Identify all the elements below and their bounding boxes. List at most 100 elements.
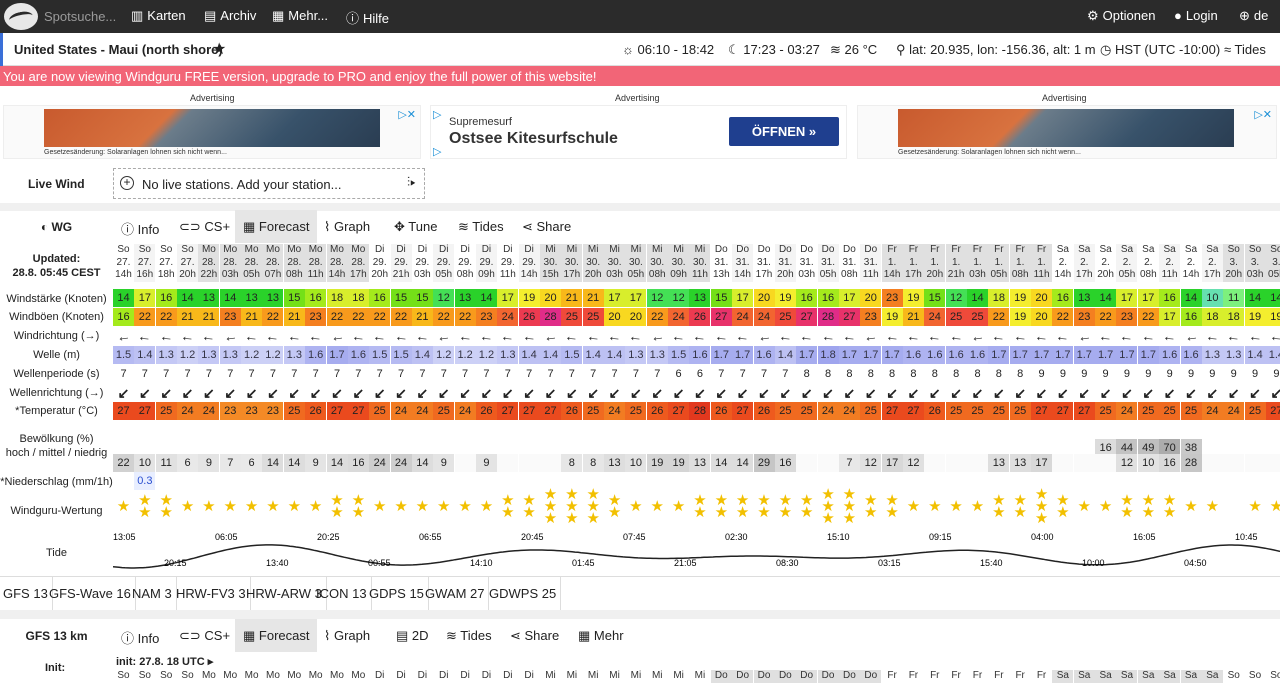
model-tab[interactable]: GWAM 27 (422, 577, 490, 611)
ad-open-button[interactable]: ÖFFNEN » (729, 117, 839, 146)
wave-direction-arrow-icon: ↙ (971, 385, 984, 401)
cloud-high-cell (198, 421, 220, 439)
model-tab[interactable]: GDWPS 25 (486, 577, 562, 611)
column-header: Fr 1. 14h (881, 244, 903, 282)
tab-tides[interactable]: ≋ Tides (450, 210, 512, 243)
ad-image (44, 109, 380, 147)
rain-cell: 0.3 (134, 472, 156, 490)
tab-cs-plus[interactable]: ⊂⊃ CS+ (171, 210, 238, 243)
row-label-temperature: *Temperatur (°C) (15, 405, 98, 417)
tab-forecast[interactable]: ▦ Forecast (235, 210, 318, 243)
nav-help[interactable]: ⓘ Hilfe (346, 8, 389, 27)
timezone[interactable]: ◷ HST (UTC -10:00) (1100, 42, 1220, 58)
wind-direction-arrow-icon: ← (969, 327, 986, 345)
tab-cs-label: CS+ (204, 628, 231, 643)
wind-direction-arrow-icon: ← (1076, 327, 1093, 345)
model-tab[interactable]: GFS 13 (0, 577, 53, 611)
init-column-header: Mi (561, 670, 583, 683)
gust-cell: 23 (1116, 308, 1138, 326)
cloud-mid-cell: 38 (1180, 439, 1202, 457)
model-tab[interactable]: HRW-ARW 3 (243, 577, 327, 611)
rain-cell (796, 472, 818, 490)
advertisement[interactable]: Supremesurf Ostsee Kitesurfschule ÖFFNEN… (430, 105, 847, 159)
rain-cell (732, 472, 754, 490)
gust-cell: 22 (1137, 308, 1159, 326)
wind-cell: 15 (924, 289, 946, 307)
header-date: 30. (692, 256, 707, 268)
tab-info[interactable]: ⓘ Info (113, 619, 167, 652)
favorite-star-icon[interactable]: ★ (212, 41, 227, 58)
nav-login[interactable]: ● Login (1174, 8, 1218, 23)
tab-tune[interactable]: ✥ Tune (386, 210, 445, 243)
cloud-low-cell: 12 (1116, 454, 1138, 472)
gust-cell: 22 (433, 308, 455, 326)
tab-forecast[interactable]: ▦ Forecast (235, 619, 318, 652)
advertisement[interactable]: Gesetzesänderung: Solaranlagen lohnen si… (857, 105, 1277, 159)
temperature-cell: 24 (390, 402, 412, 420)
header-date: 31. (863, 256, 878, 268)
gust-cell: 19 (1244, 308, 1266, 326)
nav-language[interactable]: ⊕ de (1239, 8, 1268, 24)
rain-cell (668, 472, 690, 490)
tab-2d[interactable]: ▤ 2D (388, 619, 437, 652)
nav-maps[interactable]: ▥ Karten (131, 8, 186, 24)
rain-cell (411, 472, 433, 490)
rain-cell (604, 472, 626, 490)
rating-stars: ★ ★ (138, 492, 152, 521)
period-cell: 7 (184, 368, 191, 380)
water-temp-value: 26 °C (844, 42, 878, 57)
gust-cell: 21 (411, 308, 433, 326)
tab-share[interactable]: ⋖ Share (502, 619, 567, 652)
init-column-header: Di (475, 670, 497, 683)
wave-direction-arrow-icon: ↙ (587, 385, 600, 401)
adchoices-icon[interactable]: ▷✕ (398, 109, 416, 121)
model-tab[interactable]: GDPS 15 (366, 577, 429, 611)
temperature-cell: 28 (689, 402, 711, 420)
upgrade-banner[interactable]: You are now viewing Windguru FREE versio… (0, 66, 1280, 86)
nav-options[interactable]: ⚙ Optionen (1087, 8, 1155, 24)
wind-cell: 15 (710, 289, 732, 307)
row-label-wind-direction: Windrichtung (→) (13, 330, 100, 342)
tab-graph[interactable]: ⌇ Graph (316, 619, 378, 652)
gust-cell: 22 (326, 308, 348, 326)
wind-cell: 17 (838, 289, 860, 307)
rain-cell (241, 472, 263, 490)
tab-info[interactable]: ⓘ Info (113, 210, 167, 243)
advertisement[interactable]: Gesetzesänderung: Solaranlagen lohnen si… (3, 105, 421, 159)
cloud-low-cell: 24 (369, 454, 391, 472)
wind-direction-arrow-icon: ← (777, 327, 794, 345)
period-cell: 7 (355, 368, 362, 380)
column-header: Sa 2. 05h (1116, 244, 1138, 282)
nav-archive[interactable]: ▤ Archiv (204, 8, 256, 24)
column-header: So 3. 20h (1223, 244, 1245, 282)
period-cell: 9 (1251, 368, 1259, 380)
rain-cell (881, 472, 903, 490)
tab-more[interactable]: ▦ Mehr (570, 619, 632, 652)
tab-tides[interactable]: ≋ Tides (438, 619, 500, 652)
tides-link[interactable]: ≈ Tides (1224, 42, 1266, 57)
rain-cell (497, 472, 519, 490)
tab-share[interactable]: ⋖ Share (514, 210, 579, 243)
model-tab[interactable]: NAM 3 (129, 577, 177, 611)
windguru-logo[interactable] (4, 3, 38, 30)
nav-more[interactable]: ▦ Mehr... (272, 8, 328, 24)
wave-cell: 1.7 (1137, 346, 1159, 364)
tab-graph[interactable]: ⌇ Graph (316, 210, 378, 243)
cloud-mid-cell (475, 439, 497, 457)
cloud-low-cell: 14 (710, 454, 732, 472)
model-tab[interactable]: ICON 13 (313, 577, 372, 611)
cloud-high-cell (113, 421, 134, 439)
tab-forecast-label: Forecast (258, 219, 310, 234)
adchoices-icon[interactable]: ▷ (433, 146, 442, 158)
rating-stars: ★ ★ (159, 492, 173, 521)
tab-cs-plus[interactable]: ⊂⊃ CS+ (171, 619, 238, 652)
updated-value: 28.8. 05:45 CEST (12, 267, 101, 279)
cloud-mid-cell (219, 439, 241, 457)
add-station-box[interactable]: + No live stations. Add your station... … (113, 168, 425, 199)
model-tab[interactable]: GFS-Wave 16 (46, 577, 136, 611)
adchoices-icon[interactable]: ▷✕ (1254, 109, 1272, 121)
ad-close-icon[interactable]: ▷ (433, 109, 442, 121)
model-tab[interactable]: HRW-FV3 3 (173, 577, 251, 611)
init-value[interactable]: init: 27.8. 18 UTC ▸ (116, 656, 214, 668)
spot-search-input[interactable]: Spotsuche... (44, 9, 117, 24)
